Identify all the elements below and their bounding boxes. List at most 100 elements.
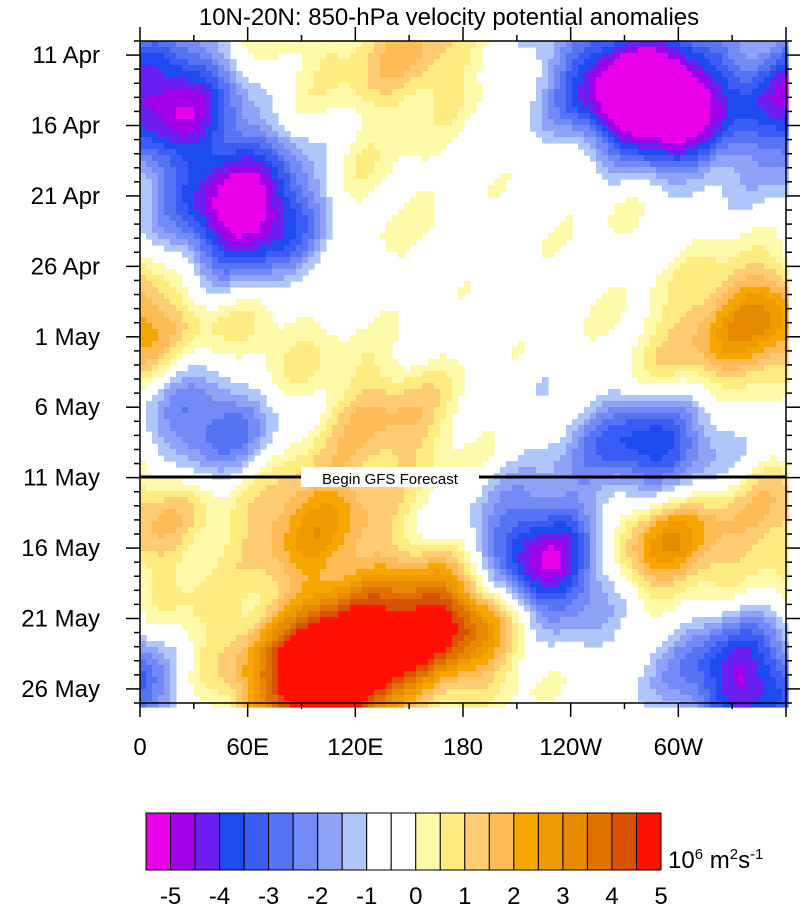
field-cell xyxy=(662,305,669,312)
field-cell xyxy=(764,179,771,186)
field-cell xyxy=(182,47,189,54)
field-cell xyxy=(674,173,681,180)
field-cell xyxy=(692,449,699,456)
field-cell xyxy=(638,467,645,474)
field-cell xyxy=(206,431,213,438)
field-cell xyxy=(158,239,165,246)
field-cell xyxy=(560,89,567,96)
field-cell xyxy=(224,269,231,276)
field-cell xyxy=(236,119,243,126)
field-cell xyxy=(236,323,243,330)
field-cell xyxy=(272,455,279,462)
field-cell xyxy=(704,263,711,270)
field-cell xyxy=(374,59,381,66)
field-cell xyxy=(308,107,315,114)
field-cell xyxy=(392,425,399,432)
field-cell xyxy=(560,449,567,456)
field-cell xyxy=(188,179,195,186)
field-cell xyxy=(158,227,165,234)
field-cell xyxy=(344,401,351,408)
field-cell xyxy=(176,41,183,48)
field-cell xyxy=(182,347,189,354)
field-cell xyxy=(746,47,753,54)
field-cell xyxy=(284,383,291,390)
field-cell xyxy=(230,185,237,192)
field-cell xyxy=(350,389,357,396)
field-cell xyxy=(254,47,261,54)
field-cell xyxy=(230,119,237,126)
field-cell xyxy=(176,341,183,348)
field-cell xyxy=(302,341,309,348)
field-cell xyxy=(752,293,759,300)
field-cell xyxy=(554,83,561,90)
field-cell xyxy=(368,431,375,438)
field-cell xyxy=(776,377,783,384)
field-cell xyxy=(152,329,159,336)
field-cell xyxy=(206,455,213,462)
field-cell xyxy=(230,221,237,228)
field-cell xyxy=(152,419,159,426)
field-cell xyxy=(614,455,621,462)
field-cell xyxy=(758,245,765,252)
field-cell xyxy=(608,401,615,408)
field-cell xyxy=(224,53,231,60)
field-cell xyxy=(506,173,513,180)
field-cell xyxy=(686,95,693,102)
field-cell xyxy=(596,149,603,156)
field-cell xyxy=(434,65,441,72)
field-cell xyxy=(596,83,603,90)
field-cell xyxy=(614,41,621,48)
field-cell xyxy=(350,77,357,84)
field-cell xyxy=(368,65,375,72)
field-cell xyxy=(728,47,735,54)
field-cell xyxy=(674,407,681,414)
field-cell xyxy=(596,131,603,138)
field-cell xyxy=(416,437,423,444)
field-cell xyxy=(350,419,357,426)
field-cell xyxy=(176,83,183,90)
field-cell xyxy=(314,155,321,162)
field-cell xyxy=(386,347,393,354)
field-cell xyxy=(698,281,705,288)
field-cell xyxy=(512,353,519,360)
field-cell xyxy=(176,53,183,60)
field-cell xyxy=(422,77,429,84)
field-cell xyxy=(152,401,159,408)
field-cell xyxy=(296,467,303,474)
field-cell xyxy=(746,185,753,192)
field-cell xyxy=(704,89,711,96)
field-cell xyxy=(470,47,477,54)
field-cell xyxy=(686,269,693,276)
field-cell xyxy=(752,125,759,132)
field-cell xyxy=(320,443,327,450)
field-cell xyxy=(206,443,213,450)
field-cell xyxy=(434,41,441,48)
field-cell xyxy=(668,41,675,48)
field-cell xyxy=(626,59,633,66)
field-cell xyxy=(722,107,729,114)
field-cell xyxy=(308,209,315,216)
field-cell xyxy=(662,323,669,330)
field-cell xyxy=(548,449,555,456)
field-cell xyxy=(548,47,555,54)
field-cell xyxy=(626,71,633,78)
field-cell xyxy=(272,41,279,48)
field-cell xyxy=(194,59,201,66)
field-cell xyxy=(740,383,747,390)
field-cell xyxy=(752,149,759,156)
field-cell xyxy=(704,311,711,318)
field-cell xyxy=(686,119,693,126)
field-cell xyxy=(530,455,537,462)
field-cell xyxy=(260,173,267,180)
field-cell xyxy=(170,287,177,294)
field-cell xyxy=(560,239,567,246)
field-cell xyxy=(164,425,171,432)
field-cell xyxy=(740,137,747,144)
field-cell xyxy=(662,395,669,402)
field-cell xyxy=(452,119,459,126)
field-cell xyxy=(434,461,441,468)
field-cell xyxy=(542,101,549,108)
field-cell xyxy=(440,461,447,468)
field-cell xyxy=(356,407,363,414)
field-cell xyxy=(374,347,381,354)
